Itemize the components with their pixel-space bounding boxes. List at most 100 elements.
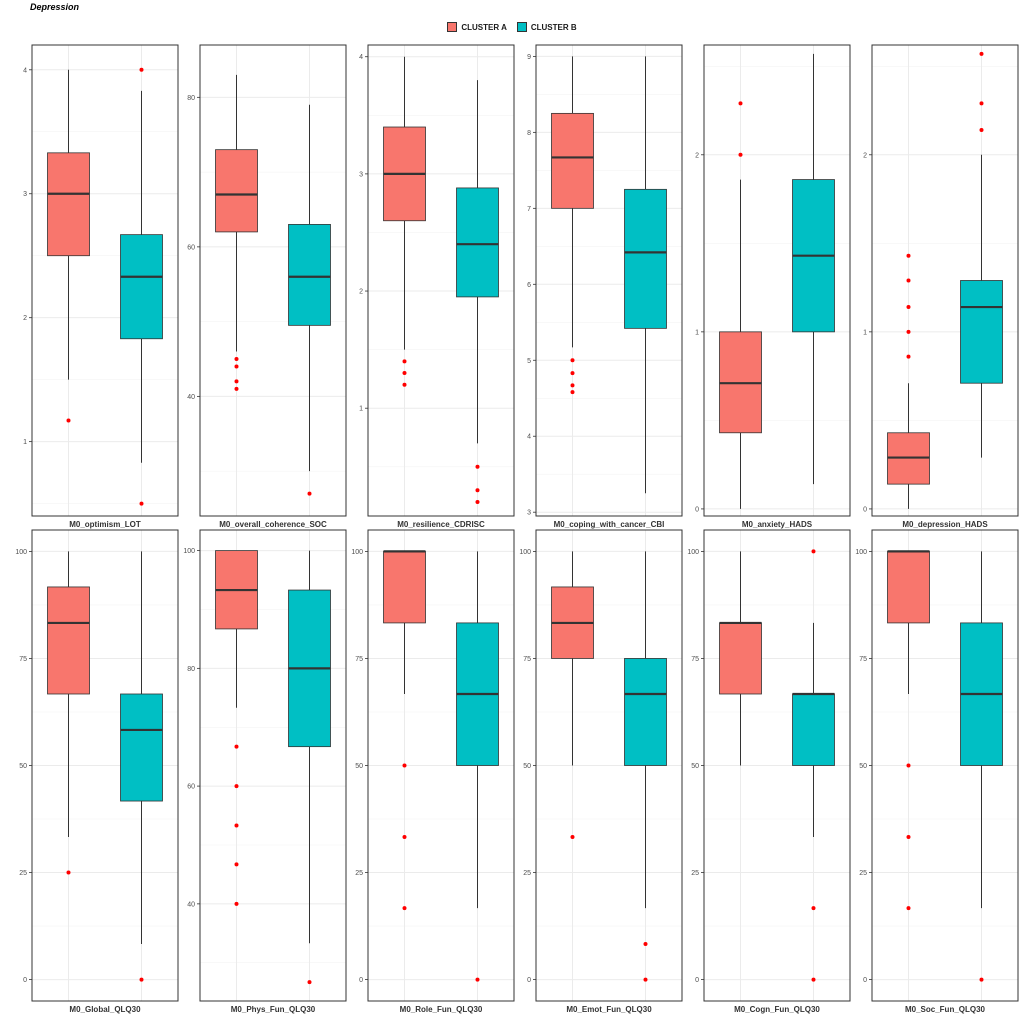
box-iqr bbox=[551, 112, 594, 209]
panel-border bbox=[703, 529, 851, 1002]
box-cluster-b bbox=[120, 67, 163, 506]
page-title: Depression bbox=[30, 2, 80, 12]
box-cluster-a bbox=[887, 253, 930, 509]
panel-label: M0_Phys_Fun_QLQ30 bbox=[231, 1005, 316, 1014]
outlier-point bbox=[307, 491, 312, 496]
box-cluster-a bbox=[551, 551, 594, 840]
outlier-point bbox=[906, 278, 911, 283]
y-tick-label: 2 bbox=[863, 152, 867, 159]
y-tick-label: 50 bbox=[523, 763, 531, 770]
outlier-point bbox=[643, 977, 648, 982]
y-tick-label: 6 bbox=[527, 282, 531, 289]
outlier-point bbox=[570, 390, 575, 395]
y-tick-label: 40 bbox=[187, 394, 195, 401]
panel-border bbox=[535, 44, 683, 517]
legend-key-cluster-a bbox=[447, 22, 458, 32]
outlier-point bbox=[139, 501, 144, 506]
panel-7: 0 25 50 75 100 M0_Global_QLQ30 bbox=[15, 529, 179, 1014]
outlier-point bbox=[979, 101, 984, 106]
outlier-point bbox=[570, 835, 575, 840]
panel-border bbox=[199, 529, 347, 1002]
outlier-point bbox=[811, 977, 816, 982]
box-iqr bbox=[288, 224, 331, 326]
outlier-point bbox=[234, 744, 239, 749]
panel-label: M0_overall_coherence_SOC bbox=[219, 520, 327, 529]
y-tick-label: 50 bbox=[691, 763, 699, 770]
box-cluster-a bbox=[47, 551, 90, 875]
y-tick-label: 0 bbox=[863, 506, 867, 513]
box-cluster-b bbox=[288, 104, 331, 496]
y-tick-label: 100 bbox=[351, 549, 363, 556]
legend-entry-cluster-a: CLUSTER A bbox=[447, 22, 507, 32]
y-tick-label: 60 bbox=[187, 244, 195, 251]
box-iqr bbox=[624, 188, 667, 329]
panel-1: 1 2 3 4 M0_optimism_LOT bbox=[23, 44, 179, 529]
y-tick-label: 75 bbox=[523, 656, 531, 663]
y-tick-label: 60 bbox=[187, 784, 195, 791]
legend-key-cluster-b bbox=[516, 22, 527, 32]
y-tick-label: 1 bbox=[863, 329, 867, 336]
outlier-point bbox=[402, 835, 407, 840]
box-iqr bbox=[456, 187, 499, 298]
outlier-point bbox=[906, 329, 911, 334]
box-iqr bbox=[47, 586, 90, 695]
outlier-point bbox=[234, 379, 239, 384]
y-tick-label: 50 bbox=[355, 763, 363, 770]
outlier-point bbox=[906, 906, 911, 911]
outlier-point bbox=[906, 835, 911, 840]
outlier-point bbox=[811, 906, 816, 911]
outlier-point bbox=[139, 67, 144, 72]
y-tick-label: 75 bbox=[19, 656, 27, 663]
box-iqr bbox=[960, 280, 1003, 384]
y-tick-label: 1 bbox=[695, 329, 699, 336]
outlier-point bbox=[979, 977, 984, 982]
panel-label: M0_Cogn_Fun_QLQ30 bbox=[734, 1005, 820, 1014]
y-tick-label: 3 bbox=[527, 510, 531, 517]
panel-label: M0_Emot_Fun_QLQ30 bbox=[566, 1005, 652, 1014]
y-tick-label: 1 bbox=[23, 439, 27, 446]
outlier-point bbox=[475, 977, 480, 982]
box-cluster-a bbox=[551, 56, 594, 395]
panel-label: M0_resilience_CDRISC bbox=[397, 520, 485, 529]
y-tick-label: 100 bbox=[519, 549, 531, 556]
panel-border bbox=[535, 529, 683, 1002]
y-tick-label: 0 bbox=[23, 977, 27, 984]
y-tick-label: 8 bbox=[527, 130, 531, 137]
box-cluster-b bbox=[456, 80, 499, 504]
outlier-point bbox=[139, 977, 144, 982]
outlier-point bbox=[234, 386, 239, 391]
y-tick-label: 0 bbox=[527, 977, 531, 984]
outlier-point bbox=[234, 364, 239, 369]
outlier-point bbox=[475, 464, 480, 469]
outlier-point bbox=[643, 942, 648, 947]
outlier-point bbox=[234, 901, 239, 906]
legend-label-cluster-a: CLUSTER A bbox=[461, 22, 507, 32]
outlier-point bbox=[402, 359, 407, 364]
y-tick-label: 7 bbox=[527, 206, 531, 213]
y-tick-label: 4 bbox=[23, 67, 27, 74]
panel-10: 0 25 50 75 100 M0_Emot_Fun_QLQ30 bbox=[519, 529, 683, 1014]
outlier-point bbox=[906, 763, 911, 768]
outlier-point bbox=[475, 499, 480, 504]
panel-label: M0_Role_Fun_QLQ30 bbox=[400, 1005, 483, 1014]
outlier-point bbox=[402, 371, 407, 376]
y-tick-label: 25 bbox=[355, 870, 363, 877]
y-tick-label: 2 bbox=[695, 152, 699, 159]
panel-label: M0_coping_with_cancer_CBI bbox=[554, 520, 665, 529]
legend: CLUSTER A CLUSTER B bbox=[0, 19, 1024, 35]
outlier-point bbox=[906, 253, 911, 258]
outlier-point bbox=[906, 305, 911, 310]
y-tick-label: 3 bbox=[23, 191, 27, 198]
y-tick-label: 0 bbox=[359, 977, 363, 984]
outlier-point bbox=[906, 354, 911, 359]
y-tick-label: 25 bbox=[859, 870, 867, 877]
outlier-point bbox=[234, 357, 239, 361]
y-tick-label: 0 bbox=[695, 977, 699, 984]
outlier-point bbox=[811, 549, 816, 554]
panel-12: 0 25 50 75 100 M0_Soc_Fun_QLQ30 bbox=[855, 529, 1019, 1014]
panel-5: 0 1 2 M0_anxiety_HADS bbox=[695, 44, 851, 529]
outlier-point bbox=[738, 152, 743, 157]
box-cluster-b bbox=[288, 550, 331, 985]
panel-6: 0 1 2 M0_depression_HADS bbox=[863, 44, 1019, 529]
panel-border bbox=[871, 44, 1019, 517]
